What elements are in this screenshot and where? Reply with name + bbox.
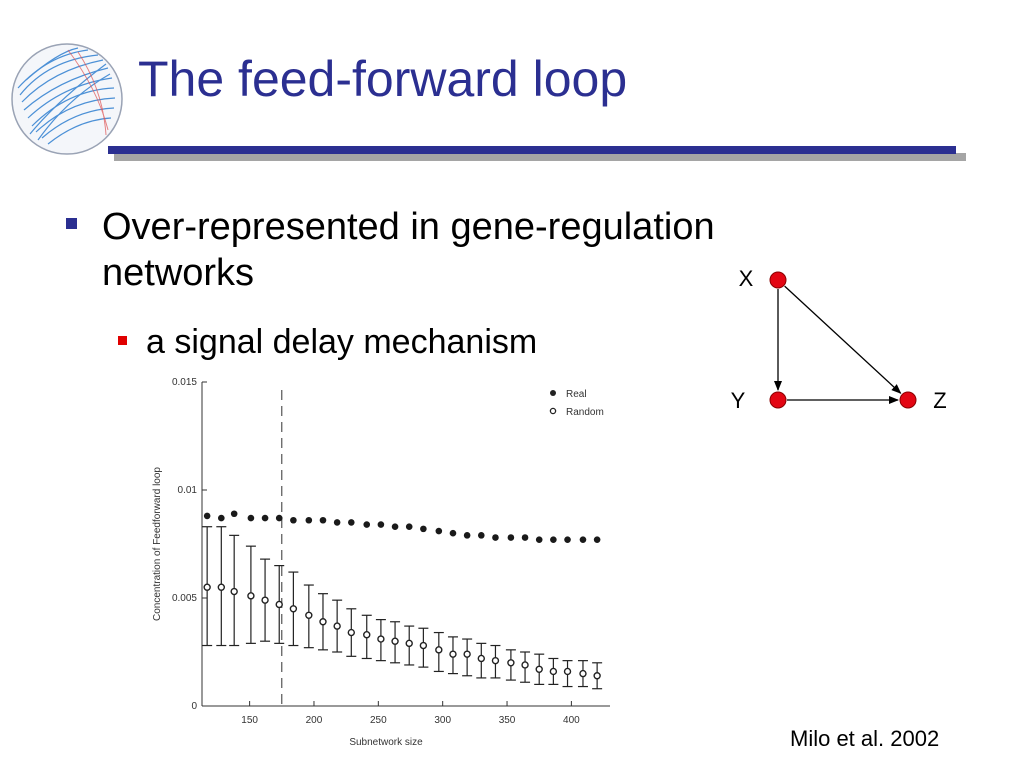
data-point-random <box>305 611 313 619</box>
data-point-random <box>563 667 572 676</box>
data-point-real <box>377 521 385 528</box>
square-bullet-icon <box>118 336 127 345</box>
data-point-random <box>217 583 226 591</box>
data-point-random <box>521 661 529 669</box>
node-label-z: Z <box>933 388 946 413</box>
data-point-random <box>377 635 385 643</box>
x-tick-label: 200 <box>306 715 323 726</box>
x-tick-label: 250 <box>370 715 387 726</box>
data-point-random <box>549 667 558 676</box>
data-point-random <box>319 618 327 626</box>
legend-label: Real <box>566 389 587 400</box>
data-point-random <box>391 637 399 645</box>
data-point-random <box>463 650 471 658</box>
node-y <box>769 391 787 409</box>
data-point-real <box>203 512 211 520</box>
y-tick-label: 0.015 <box>172 377 197 388</box>
x-tick-label: 150 <box>241 715 258 726</box>
y-axis-label: Concentration of Feedforward loop <box>152 467 163 621</box>
data-point-random <box>593 672 601 680</box>
data-point-real <box>564 536 571 543</box>
data-point-real <box>521 534 529 541</box>
feedforward-concentration-chart: 0 0.005 0.01 0.015 150 200 250 300 350 400 Subnetw… <box>140 370 620 760</box>
y-tick-label: 0 <box>191 701 197 712</box>
data-point-real <box>305 516 313 524</box>
network-logo-icon <box>8 40 126 158</box>
sub-bullet-text: a signal delay mechanism <box>146 323 538 361</box>
data-point-random <box>203 583 211 591</box>
data-point-real <box>507 534 515 541</box>
edge-x-z <box>784 285 902 394</box>
data-point-random <box>333 622 341 630</box>
x-tick-label: 400 <box>563 715 580 726</box>
data-point-real <box>435 527 443 535</box>
data-point-random <box>347 628 355 637</box>
legend-label: Random <box>566 407 604 418</box>
slide-title: The feed-forward loop <box>138 51 628 107</box>
y-tick-label: 0.005 <box>172 593 197 604</box>
data-point-real <box>261 514 269 522</box>
x-tick-label: 350 <box>499 715 516 726</box>
data-point-random <box>230 587 238 596</box>
node-label-x: X <box>739 266 754 291</box>
title-rule-shadow <box>114 153 966 161</box>
node-x <box>769 271 787 289</box>
data-point-random <box>507 659 515 667</box>
bullet-text: Over-represented in gene-regulation netw… <box>102 206 715 294</box>
data-point-random <box>363 631 371 639</box>
data-point-random <box>579 669 587 678</box>
data-point-random <box>435 646 443 654</box>
x-axis-label: Subnetwork size <box>349 737 423 748</box>
data-point-real <box>579 536 587 543</box>
data-point-real <box>593 536 601 543</box>
data-point-random <box>247 592 255 600</box>
data-point-random <box>261 596 269 604</box>
data-point-real <box>477 532 485 539</box>
data-point-real <box>463 532 471 539</box>
ffl-diagram: X Y Z <box>720 262 960 422</box>
title-rule <box>108 146 956 154</box>
data-point-real <box>492 534 499 541</box>
x-tick-label: 300 <box>434 715 451 726</box>
data-point-random <box>419 641 428 650</box>
data-point-real <box>275 514 283 522</box>
legend-marker-random <box>549 407 557 415</box>
data-point-real <box>391 523 399 531</box>
data-point-real <box>420 525 427 533</box>
data-point-real <box>550 536 557 543</box>
data-point-real <box>347 519 355 526</box>
y-tick-label: 0.01 <box>178 485 198 496</box>
data-point-random <box>477 654 485 663</box>
data-point-random <box>275 600 283 609</box>
data-point-real <box>230 510 238 518</box>
data-point-random <box>535 665 543 673</box>
data-point-real <box>290 516 297 524</box>
data-point-real <box>449 529 457 537</box>
data-point-real <box>319 516 327 524</box>
data-point-real <box>535 536 543 543</box>
citation: Milo et al. 2002 <box>790 726 940 751</box>
node-label-y: Y <box>731 388 746 413</box>
legend-marker-real <box>550 390 556 396</box>
data-point-real <box>363 521 371 528</box>
node-z <box>899 391 917 409</box>
data-point-real <box>247 514 255 522</box>
data-point-real <box>405 523 413 531</box>
data-point-random <box>491 656 500 665</box>
data-point-random <box>289 605 298 613</box>
data-point-real <box>218 514 225 522</box>
square-bullet-icon <box>66 218 77 229</box>
data-point-random <box>405 639 413 648</box>
data-point-real <box>333 519 341 526</box>
data-point-random <box>449 650 457 658</box>
